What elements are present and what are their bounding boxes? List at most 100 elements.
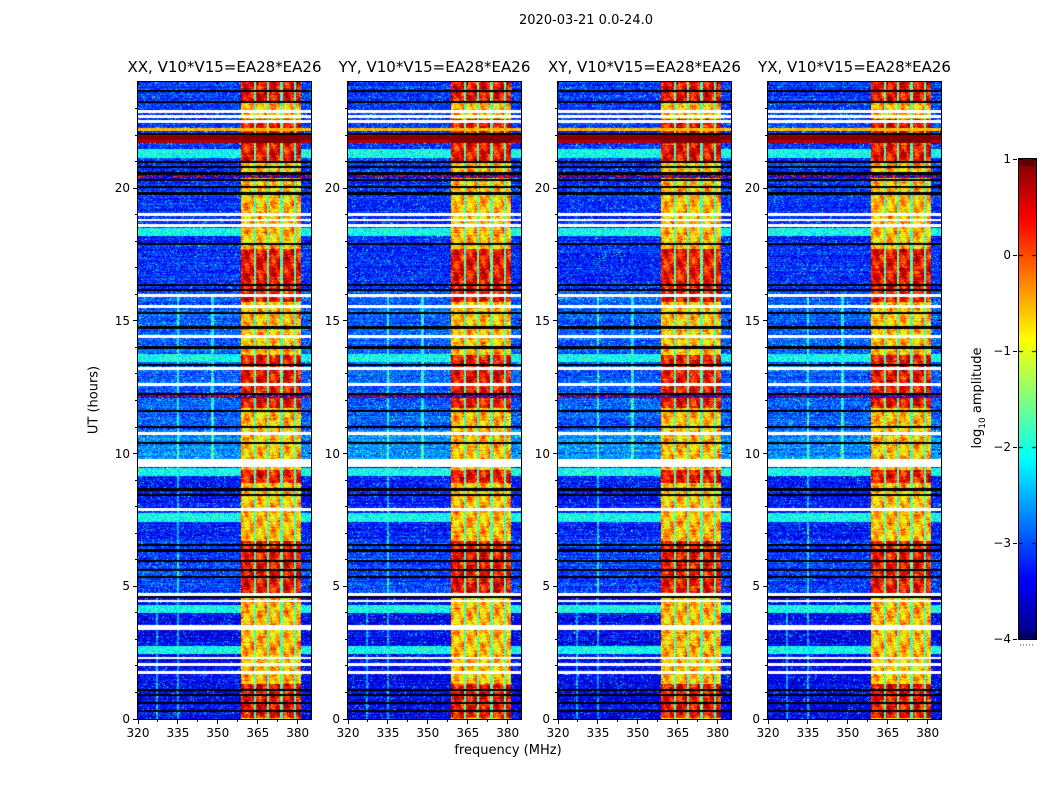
y-tick-label: 15 [534, 313, 550, 328]
y-minor-tick [555, 638, 557, 640]
y-minor-tick [765, 161, 767, 163]
y-minor-tick [135, 240, 137, 242]
x-minor-tick [447, 720, 449, 722]
y-minor-tick [555, 134, 557, 136]
y-tick-right [728, 453, 731, 455]
y-minor-tick [765, 400, 767, 401]
colorbar-label-prefix: log [970, 428, 986, 449]
x-tick-top [677, 82, 679, 85]
spectrogram-canvas-yy [347, 81, 522, 720]
x-tick-label: 365 [876, 726, 900, 740]
x-minor-tick [907, 720, 909, 722]
y-minor-tick [345, 134, 347, 136]
x-minor-tick [697, 720, 699, 722]
x-tick-top [767, 82, 769, 85]
x-minor-tick [657, 720, 659, 722]
panel-title-yx: YX, V10*V15=EA28*EA26 [758, 58, 951, 76]
y-minor-tick [765, 373, 767, 375]
y-minor-tick [555, 346, 557, 348]
y-minor-tick [345, 559, 347, 561]
y-tick [553, 585, 557, 587]
x-tick [177, 720, 179, 724]
y-minor-tick [555, 559, 557, 561]
y-minor-tick [345, 665, 347, 667]
x-tick-top [717, 82, 719, 85]
y-tick-right [308, 718, 311, 720]
x-tick-top [507, 82, 509, 85]
y-minor-tick [135, 293, 137, 295]
x-tick-top [847, 82, 849, 85]
y-minor-tick [765, 506, 767, 508]
y-tick-right [938, 187, 941, 189]
y-minor-tick [555, 240, 557, 242]
x-tick [767, 720, 769, 724]
y-minor-tick [135, 506, 137, 508]
spectrogram-panel-xy: XY, V10*V15=EA28*EA26 320 335 350 365 380 0 5 1… [535, 58, 741, 740]
x-minor-tick [237, 720, 239, 722]
y-minor-tick [345, 479, 347, 481]
y-minor-tick [765, 691, 767, 693]
y-tick-right [938, 320, 941, 322]
x-tick [217, 720, 219, 724]
y-tick-label: 15 [744, 313, 760, 328]
x-minor-tick [577, 720, 579, 722]
y-tick-right [938, 718, 941, 720]
x-tick [137, 720, 139, 724]
y-minor-tick [135, 691, 137, 693]
y-tick-right [308, 187, 311, 189]
colorbar-label-subscript: 10 [977, 417, 988, 429]
spectrogram-canvas-xx [137, 81, 312, 720]
y-minor-tick [135, 665, 137, 667]
colorbar-tick [1013, 158, 1017, 160]
y-tick [763, 585, 767, 587]
x-tick-label: 335 [166, 726, 190, 740]
y-tick-label: 0 [542, 712, 550, 726]
x-tick [927, 720, 929, 724]
y-tick-label: 0 [332, 712, 340, 726]
spectrogram-canvas-xy [557, 81, 732, 720]
x-tick [387, 720, 389, 724]
x-minor-tick [367, 720, 369, 722]
x-minor-tick [867, 720, 869, 722]
y-tick-right [518, 187, 521, 189]
x-tick-label: 380 [496, 726, 520, 740]
y-minor-tick [345, 612, 347, 614]
x-tick-top [217, 82, 219, 85]
spectrogram-panel-yy: YY, V10*V15=EA28*EA26 320 335 350 365 380 0 5 1… [325, 58, 531, 740]
y-tick-label: 5 [542, 579, 550, 594]
y-tick [553, 718, 557, 720]
x-tick [807, 720, 809, 724]
x-tick-label: 380 [706, 726, 730, 740]
y-minor-tick [345, 638, 347, 640]
y-minor-tick [555, 479, 557, 481]
x-tick-label: 320 [126, 726, 150, 740]
y-minor-tick [135, 161, 137, 163]
x-tick-top [597, 82, 599, 85]
y-minor-tick [555, 267, 557, 269]
y-tick-right [518, 453, 521, 455]
y-tick-label: 10 [324, 446, 340, 461]
panel-title-yy: YY, V10*V15=EA28*EA26 [338, 58, 531, 76]
y-tick [763, 320, 767, 322]
y-tick-right [728, 585, 731, 587]
x-minor-tick [277, 720, 279, 722]
colorbar-extend-dots [1020, 644, 1035, 646]
y-tick [133, 187, 137, 189]
y-minor-tick [345, 214, 347, 216]
y-minor-tick [555, 665, 557, 667]
y-tick [343, 187, 347, 189]
x-tick [297, 720, 299, 724]
x-tick-label: 320 [336, 726, 360, 740]
y-minor-tick [765, 559, 767, 561]
y-minor-tick [555, 506, 557, 508]
y-minor-tick [765, 638, 767, 640]
y-minor-tick [555, 293, 557, 295]
y-tick-right [518, 585, 521, 587]
y-minor-tick [345, 240, 347, 242]
y-tick [343, 718, 347, 720]
colorbar-tick-label: −4 [993, 632, 1011, 646]
colorbar-tick [1013, 254, 1017, 256]
y-tick-label: 5 [332, 579, 340, 594]
y-tick-label: 10 [114, 446, 130, 461]
